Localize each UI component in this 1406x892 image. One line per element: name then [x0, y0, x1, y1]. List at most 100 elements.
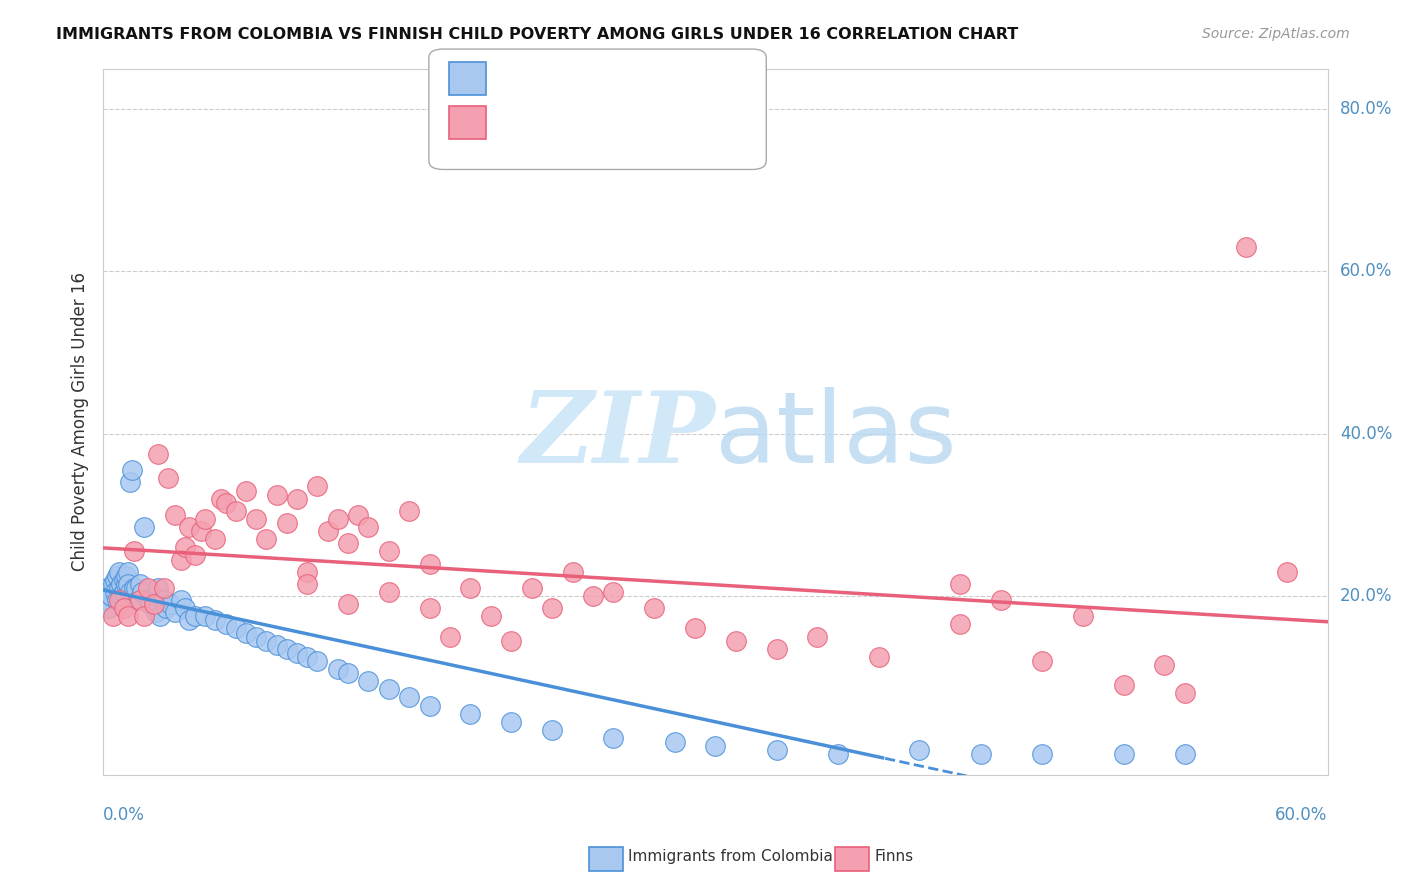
Point [184, 549, 207, 563]
Point [1031, 654, 1053, 668]
Point [122, 544, 145, 558]
Point [98, 601, 121, 615]
Point [460, 581, 482, 595]
Point [204, 613, 226, 627]
Point [1112, 678, 1135, 692]
Point [110, 589, 132, 603]
Point [419, 698, 441, 713]
Y-axis label: Child Poverty Among Girls Under 16: Child Poverty Among Girls Under 16 [72, 272, 89, 571]
Point [173, 601, 195, 615]
Point [173, 541, 195, 555]
Point [190, 524, 212, 538]
Point [177, 520, 200, 534]
Text: 60.0%: 60.0% [1275, 806, 1327, 824]
Point [128, 577, 150, 591]
Point [276, 641, 298, 656]
Point [159, 597, 181, 611]
Point [1153, 658, 1175, 673]
Point [582, 589, 605, 603]
Point [184, 609, 207, 624]
Text: 20.0%: 20.0% [1340, 587, 1392, 605]
Point [419, 557, 441, 571]
Point [245, 630, 267, 644]
Point [337, 536, 360, 550]
Point [139, 597, 162, 611]
Point [378, 682, 401, 697]
Point [225, 504, 247, 518]
Point [194, 609, 217, 624]
Point [149, 609, 172, 624]
Point [155, 601, 177, 615]
Point [245, 512, 267, 526]
Point [136, 593, 159, 607]
Point [254, 633, 277, 648]
Point [121, 463, 143, 477]
Text: 80.0%: 80.0% [1340, 100, 1392, 118]
Point [704, 739, 727, 754]
Point [118, 585, 141, 599]
Point [602, 585, 624, 599]
Point [868, 649, 890, 664]
Point [114, 568, 136, 582]
Point [143, 589, 166, 603]
Point [1112, 747, 1135, 762]
Point [235, 625, 257, 640]
Point [107, 568, 129, 582]
Point [643, 601, 665, 615]
Point [114, 577, 136, 591]
Point [398, 690, 420, 705]
Point [163, 605, 186, 619]
Point [501, 633, 523, 648]
Point [108, 593, 131, 607]
Point [337, 597, 360, 611]
Point [285, 646, 308, 660]
Point [143, 597, 166, 611]
Point [112, 585, 135, 599]
Point [254, 533, 277, 547]
Point [153, 593, 176, 607]
Point [1031, 747, 1053, 762]
Point [419, 601, 441, 615]
Point [108, 565, 131, 579]
Point [908, 743, 931, 757]
Point [724, 633, 747, 648]
Point [378, 585, 401, 599]
Point [357, 520, 380, 534]
Text: R = -0.322    N = 73: R = -0.322 N = 73 [492, 70, 647, 85]
Point [136, 581, 159, 595]
Text: R =  0.250    N = 68: R = 0.250 N = 68 [492, 115, 647, 129]
Point [285, 491, 308, 506]
Point [765, 743, 787, 757]
Point [602, 731, 624, 745]
Point [307, 479, 329, 493]
Point [295, 577, 318, 591]
Point [132, 609, 155, 624]
Point [204, 533, 226, 547]
Point [148, 581, 170, 595]
Point [398, 504, 420, 518]
Point [112, 573, 135, 587]
Point [1275, 565, 1298, 579]
Text: 40.0%: 40.0% [1340, 425, 1392, 442]
Point [501, 714, 523, 729]
Point [266, 487, 288, 501]
Point [117, 577, 139, 591]
Point [541, 601, 564, 615]
Text: IMMIGRANTS FROM COLOMBIA VS FINNISH CHILD POVERTY AMONG GIRLS UNDER 16 CORRELATI: IMMIGRANTS FROM COLOMBIA VS FINNISH CHIL… [56, 27, 1018, 42]
Point [128, 593, 150, 607]
Point [225, 622, 247, 636]
Point [112, 601, 135, 615]
Point [194, 512, 217, 526]
Point [148, 447, 170, 461]
Point [541, 723, 564, 737]
Point [211, 491, 233, 506]
Text: atlas: atlas [716, 387, 957, 484]
Point [276, 516, 298, 530]
Point [103, 609, 125, 624]
Point [235, 483, 257, 498]
Point [145, 605, 167, 619]
Point [94, 593, 117, 607]
Point [96, 581, 118, 595]
Point [103, 577, 125, 591]
Point [131, 585, 153, 599]
